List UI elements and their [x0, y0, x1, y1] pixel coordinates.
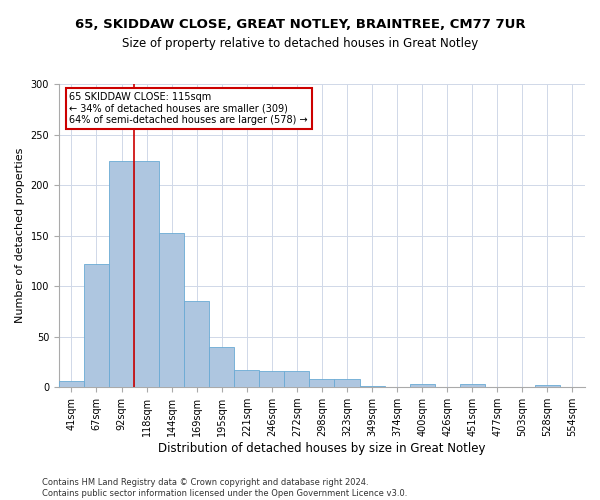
Bar [259, 371, 284, 387]
Text: 65 SKIDDAW CLOSE: 115sqm
← 34% of detached houses are smaller (309)
64% of semi-: 65 SKIDDAW CLOSE: 115sqm ← 34% of detach… [70, 92, 308, 125]
Y-axis label: Number of detached properties: Number of detached properties [15, 148, 25, 324]
Bar [234, 370, 259, 387]
Bar [410, 384, 434, 387]
Bar [109, 161, 134, 387]
Bar [359, 386, 385, 387]
X-axis label: Distribution of detached houses by size in Great Notley: Distribution of detached houses by size … [158, 442, 486, 455]
Bar [310, 379, 334, 387]
Bar [134, 161, 159, 387]
Bar [334, 379, 359, 387]
Text: Contains HM Land Registry data © Crown copyright and database right 2024.
Contai: Contains HM Land Registry data © Crown c… [42, 478, 407, 498]
Bar [159, 232, 184, 387]
Bar [209, 347, 234, 387]
Bar [184, 302, 209, 387]
Bar [460, 384, 485, 387]
Text: 65, SKIDDAW CLOSE, GREAT NOTLEY, BRAINTREE, CM77 7UR: 65, SKIDDAW CLOSE, GREAT NOTLEY, BRAINTR… [74, 18, 526, 30]
Bar [59, 381, 84, 387]
Bar [535, 385, 560, 387]
Bar [284, 371, 310, 387]
Text: Size of property relative to detached houses in Great Notley: Size of property relative to detached ho… [122, 38, 478, 51]
Bar [84, 264, 109, 387]
